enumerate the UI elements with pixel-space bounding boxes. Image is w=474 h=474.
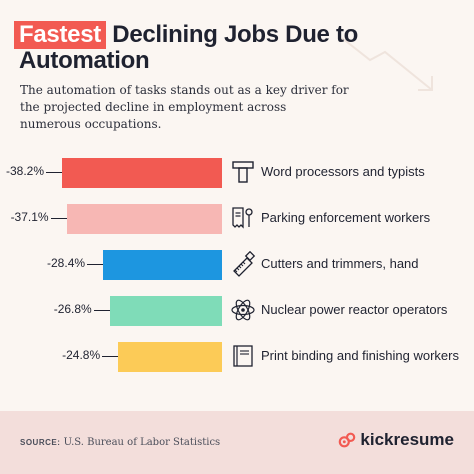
subtitle: The automation of tasks stands out as a … (20, 83, 349, 131)
category-label: Print binding and finishing workers (261, 348, 459, 363)
title-text: Declining Jobs Due to Automation (19, 21, 359, 74)
hand-saw-icon (233, 251, 256, 277)
kickresume-logo-icon (339, 432, 356, 448)
source-note: SOURCE: U.S. Bureau of Labor Statistics (20, 437, 220, 448)
value-label: -28.4% (47, 256, 86, 270)
brand-logo: kickresume (338, 430, 454, 450)
category-label: Parking enforcement workers (261, 210, 431, 225)
source-label: SOURCE: (20, 438, 61, 447)
title-highlight: Fastest (14, 21, 106, 49)
category-label: Cutters and trimmers, hand (261, 256, 419, 271)
bar-row: -37.1% Parking enforcement workers (0, 201, 474, 237)
bar (109, 296, 222, 326)
value-label: -37.1% (10, 210, 49, 224)
bar (62, 158, 222, 188)
declining-arrow-icon (341, 37, 433, 91)
footer: SOURCE: U.S. Bureau of Labor Statistics … (0, 411, 474, 474)
label-tick (46, 172, 62, 173)
bar-chart: -38.2% Word processors and typists -37.1% P… (0, 155, 474, 395)
label-tick (102, 356, 119, 357)
category-label: Word processors and typists (261, 164, 425, 179)
book-icon (233, 345, 253, 367)
bar (103, 250, 222, 280)
page-title: Fastest Declining Jobs Due to Automation (14, 21, 459, 74)
atom-icon (231, 299, 255, 321)
value-label: -24.8% (62, 348, 101, 362)
category-label: Nuclear power reactor operators (261, 302, 448, 317)
bar-row: -26.8% Nuclear power reactor operators (0, 293, 474, 329)
bar-row: -38.2% Word processors and typists (0, 155, 474, 191)
parking-ticket-icon (232, 207, 253, 229)
value-label: -38.2% (5, 164, 44, 178)
bar (118, 342, 222, 372)
value-label: -26.8% (53, 302, 92, 316)
typography-t-icon (232, 161, 254, 183)
brand-name: kickresume (360, 430, 454, 449)
bar-row: -28.4% Cutters and trimmers, hand (0, 247, 474, 283)
label-tick (93, 310, 110, 311)
source-text: U.S. Bureau of Labor Statistics (60, 437, 221, 448)
bar-row: -24.8% Print binding and finishing worker… (0, 339, 474, 375)
label-tick (87, 264, 104, 265)
label-tick (50, 218, 67, 219)
bar (66, 204, 222, 234)
